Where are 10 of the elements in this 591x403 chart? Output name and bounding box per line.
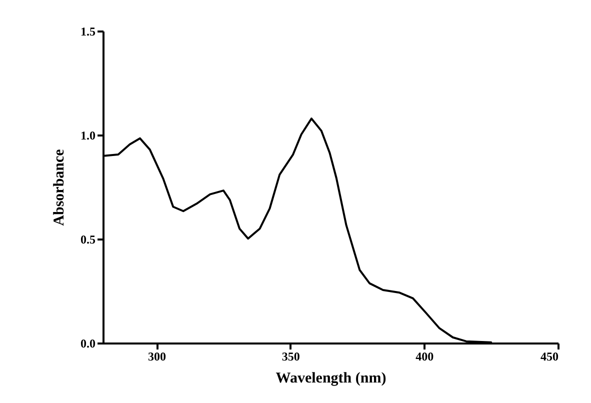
x-tick-label: 300 xyxy=(148,350,166,364)
y-tick-label: 1.0 xyxy=(80,128,96,142)
y-tick-label: 0.0 xyxy=(80,336,96,350)
x-axis-title: Wavelength (nm) xyxy=(276,370,386,386)
y-tick-label: 1.5 xyxy=(80,24,96,38)
y-axis-title: Absorbance xyxy=(52,148,68,226)
x-tick-label: 450 xyxy=(540,350,558,364)
x-tick-label: 350 xyxy=(282,350,300,364)
y-tick-label: 0.5 xyxy=(80,232,96,246)
x-tick-label: 400 xyxy=(416,350,434,364)
